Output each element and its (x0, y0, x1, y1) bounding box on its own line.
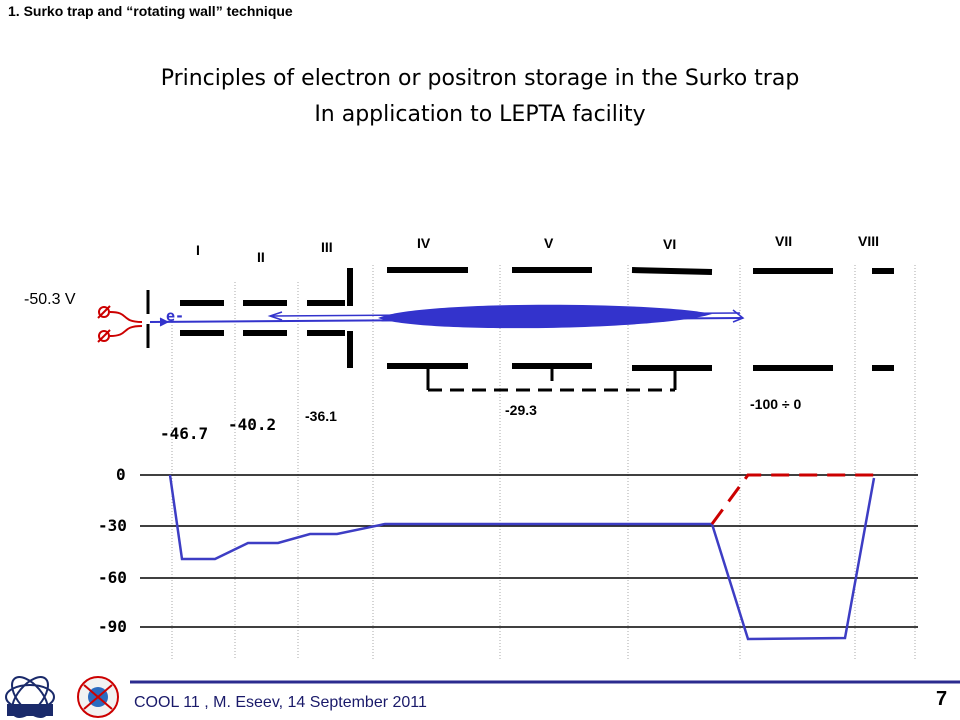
potential-axis-lines (140, 474, 918, 628)
axis-tick-30: -30 (98, 516, 127, 535)
axis-tick-0: 0 (116, 465, 126, 484)
segment-label-1: I (196, 242, 200, 258)
terminal-icon (98, 306, 110, 318)
potential-seg1: -46.7 (160, 424, 209, 443)
slide-title-line1: Principles of electron or positron stora… (160, 66, 800, 91)
potential-seg2: -40.2 (228, 415, 277, 434)
axis-tick-60: -60 (98, 568, 127, 587)
segment-label-3: III (321, 239, 333, 255)
slide-title-line2: In application to LEPTA facility (314, 102, 646, 127)
lab-emblem (77, 676, 119, 718)
segment-label-4: IV (417, 235, 431, 251)
electron-source (97, 290, 150, 348)
potential-profile (168, 474, 876, 641)
terminal-icon (98, 330, 110, 342)
potential-profile-alt (710, 473, 875, 525)
particle-cloud (378, 304, 712, 329)
footer-citation: COOL 11 , M. Eseev, 14 September 2011 (134, 694, 427, 711)
segment-label-5: V (544, 235, 554, 251)
potential-seg456: -29.3 (505, 402, 537, 418)
segment-label-6: VI (663, 236, 677, 252)
segment-label-2: II (257, 249, 265, 265)
electrodes-upper (180, 267, 894, 306)
institute-logo (5, 676, 55, 718)
segment-label-8: VIII (858, 233, 880, 249)
potential-seg7: -100 ÷ 0 (750, 396, 802, 412)
section-header: 1. Surko trap and “rotating wall” techni… (8, 3, 293, 19)
source-voltage: -50.3 V (24, 291, 76, 308)
electrodes-lower (180, 330, 894, 371)
axis-tick-90: -90 (98, 617, 127, 636)
particle-label: e- (166, 307, 185, 325)
common-connection (426, 369, 677, 392)
beam (149, 304, 745, 329)
page-number: 7 (936, 688, 948, 710)
potential-seg3: -36.1 (305, 408, 337, 424)
segment-label-7: VII (775, 233, 793, 249)
